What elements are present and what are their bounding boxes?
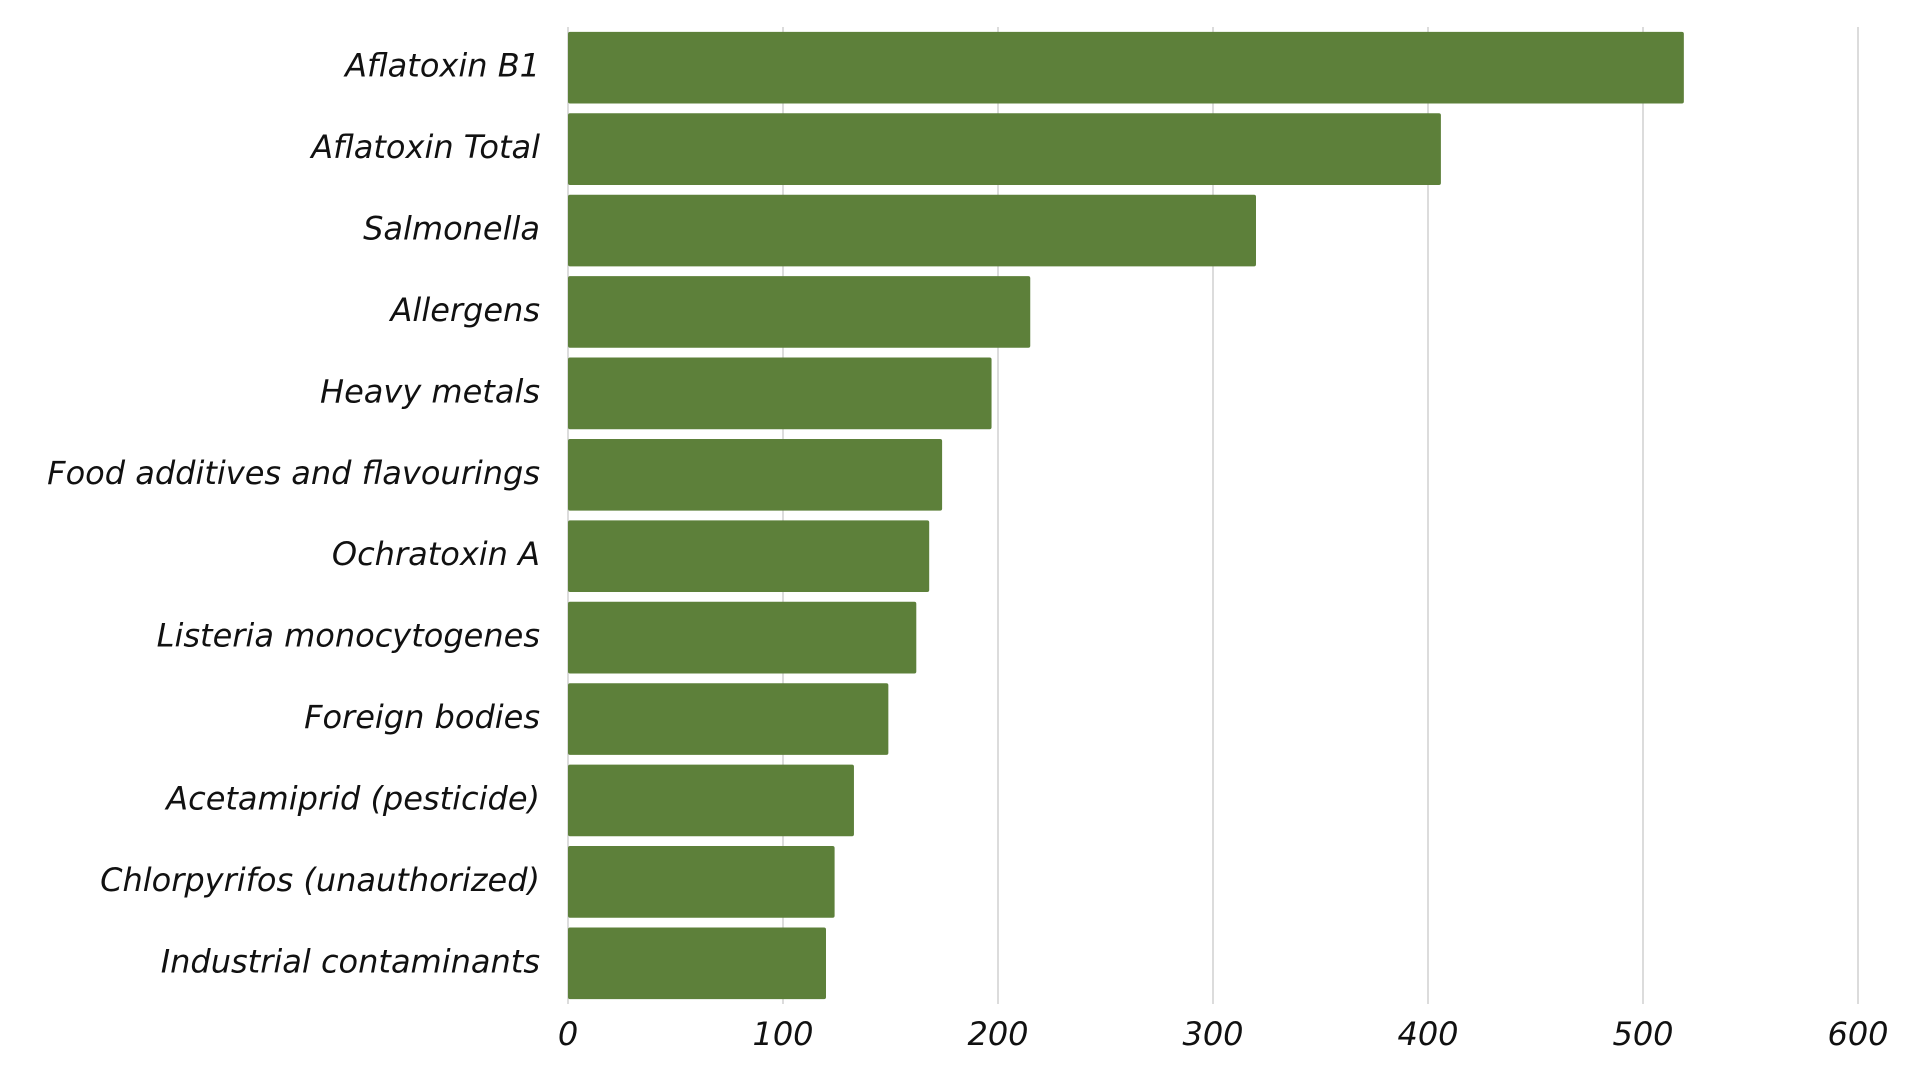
bar bbox=[568, 113, 1441, 185]
bar bbox=[568, 520, 930, 593]
y-tick-label: Allergens bbox=[389, 291, 540, 329]
y-tick-label: Heavy metals bbox=[320, 372, 540, 410]
y-tick-label: Aflatoxin B1 bbox=[343, 47, 540, 85]
bar bbox=[568, 683, 889, 755]
y-tick-label: Aflatoxin Total bbox=[309, 128, 540, 166]
x-tick-label: 300 bbox=[1182, 1015, 1243, 1053]
bar bbox=[568, 31, 1684, 104]
x-tick-label: 500 bbox=[1612, 1015, 1673, 1053]
x-tick-label: 100 bbox=[752, 1015, 813, 1053]
y-tick-label: Foreign bodies bbox=[304, 698, 540, 736]
y-tick-label: Salmonella bbox=[363, 210, 540, 248]
y-tick-label: Acetamiprid (pesticide) bbox=[164, 779, 540, 817]
bar bbox=[568, 194, 1256, 267]
y-tick-label: Listeria monocytogenes bbox=[157, 617, 540, 655]
y-tick-label: Food additives and flavourings bbox=[47, 454, 540, 492]
bar bbox=[568, 601, 917, 674]
bar bbox=[568, 927, 826, 1000]
x-tick-label: 200 bbox=[967, 1015, 1028, 1053]
x-tick-label: 400 bbox=[1397, 1015, 1458, 1053]
bar bbox=[568, 438, 943, 511]
bar bbox=[568, 764, 854, 837]
bar bbox=[568, 276, 1031, 348]
x-tick-label: 600 bbox=[1827, 1015, 1888, 1053]
bar bbox=[568, 846, 835, 918]
y-tick-label: Ochratoxin A bbox=[332, 535, 540, 573]
y-tick-label: Industrial contaminants bbox=[161, 942, 540, 980]
bar bbox=[568, 357, 992, 430]
x-tick-label: 0 bbox=[558, 1015, 578, 1053]
y-tick-label: Chlorpyrifos (unauthorized) bbox=[100, 861, 540, 899]
